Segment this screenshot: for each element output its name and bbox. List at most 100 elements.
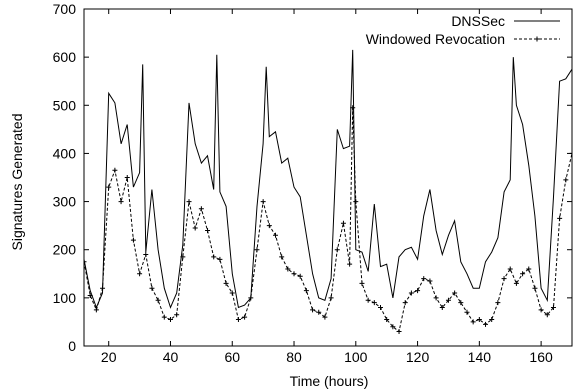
- data-point-marker: [205, 227, 211, 233]
- data-point-marker: [563, 177, 569, 183]
- data-point-marker: [106, 184, 112, 190]
- data-point-marker: [390, 324, 396, 330]
- x-tick-label: 160: [529, 349, 553, 365]
- data-point-marker: [87, 292, 93, 298]
- data-point-marker: [124, 175, 130, 180]
- x-tick-label: 40: [163, 349, 179, 365]
- data-point-marker: [476, 317, 482, 323]
- data-point-marker: [458, 300, 464, 306]
- x-tick-label: 60: [224, 349, 240, 365]
- plot-border: [83, 8, 573, 347]
- data-point-marker: [359, 280, 365, 286]
- y-tick-label: 400: [53, 145, 77, 161]
- data-point-marker: [272, 232, 278, 238]
- plot-area-frame: [83, 8, 573, 347]
- data-point-marker: [544, 312, 550, 318]
- data-point-marker: [347, 261, 353, 267]
- data-point-marker: [297, 273, 303, 279]
- legend: DNSSec Windowed Revocation: [366, 13, 560, 47]
- data-point-marker: [167, 317, 173, 323]
- data-point-marker: [328, 295, 334, 301]
- data-point-marker: [526, 266, 532, 272]
- data-point-marker: [84, 259, 87, 265]
- data-point-marker: [186, 199, 192, 205]
- series-dnssec: [84, 49, 572, 309]
- legend-label: Windowed Revocation: [366, 31, 505, 47]
- legend-label: DNSSec: [451, 13, 505, 29]
- data-point-marker: [557, 215, 563, 221]
- y-tick-label: 700: [53, 1, 77, 17]
- data-point-marker: [180, 254, 186, 260]
- data-point-marker: [291, 271, 297, 277]
- data-point-marker: [217, 256, 223, 262]
- series-windowed-revocation: [84, 105, 572, 335]
- data-point-marker: [248, 295, 254, 301]
- data-point-marker: [242, 314, 248, 320]
- data-point-marker: [520, 271, 526, 277]
- data-point-marker: [489, 317, 495, 323]
- data-point-marker: [384, 317, 390, 323]
- data-point-marker: [501, 276, 507, 282]
- data-point-marker: [532, 285, 538, 291]
- data-point-marker: [143, 252, 149, 258]
- data-point-marker: [155, 297, 161, 303]
- data-point-marker: [408, 290, 414, 296]
- x-axis-label: Time (hours): [290, 373, 369, 389]
- x-tick-label: 100: [344, 349, 368, 365]
- x-axis-ticks: 20 40 60 80 100 120 140 160: [101, 9, 553, 365]
- data-point-marker: [550, 304, 556, 310]
- x-tick-label: 20: [101, 349, 117, 365]
- data-point-marker: [303, 288, 309, 294]
- data-point-marker: [161, 314, 167, 320]
- data-point-marker: [439, 304, 445, 310]
- series-line: [84, 49, 572, 309]
- y-tick-label: 100: [53, 290, 77, 306]
- data-point-marker: [334, 247, 340, 253]
- data-point-marker: [112, 167, 118, 173]
- data-point-marker: [507, 266, 513, 272]
- data-point-marker: [260, 199, 266, 205]
- series-layer: [84, 49, 572, 335]
- data-point-marker: [192, 225, 198, 231]
- data-point-marker: [483, 321, 489, 327]
- data-point-marker: [470, 319, 476, 325]
- data-point-marker: [402, 300, 408, 306]
- y-tick-label: 0: [68, 338, 76, 354]
- data-point-marker: [371, 300, 377, 306]
- data-point-marker: [130, 237, 136, 243]
- data-point-marker: [464, 309, 470, 315]
- x-tick-label: 120: [406, 349, 430, 365]
- data-point-marker: [310, 307, 316, 313]
- data-point-marker: [350, 105, 356, 111]
- data-point-marker: [137, 271, 143, 277]
- data-point-marker: [211, 254, 217, 260]
- data-point-marker: [118, 199, 124, 205]
- data-point-marker: [279, 254, 285, 260]
- y-axis-ticks: 0 100 200 300 400 500 600 700: [53, 1, 572, 354]
- data-point-marker: [353, 199, 359, 205]
- data-point-marker: [538, 307, 544, 313]
- data-point-marker: [174, 312, 180, 318]
- data-point-marker: [198, 206, 204, 212]
- data-point-marker: [378, 304, 384, 310]
- y-axis-label: Signatures Generated: [9, 114, 25, 251]
- data-point-marker: [93, 307, 99, 313]
- data-point-marker: [445, 297, 451, 303]
- data-point-marker: [421, 276, 427, 282]
- series-line: [84, 107, 572, 333]
- data-point-marker: [433, 295, 439, 301]
- x-tick-label: 80: [286, 349, 302, 365]
- data-point-marker: [149, 285, 155, 291]
- data-point-marker: [427, 278, 433, 284]
- data-point-marker: [396, 329, 402, 335]
- data-point-marker: [254, 247, 260, 253]
- data-point-marker: [223, 280, 229, 286]
- data-point-marker: [316, 309, 322, 315]
- y-tick-label: 500: [53, 97, 77, 113]
- data-point-marker: [235, 317, 241, 323]
- data-point-marker: [340, 220, 346, 226]
- data-point-marker: [285, 266, 291, 272]
- data-point-marker: [266, 223, 272, 229]
- y-tick-label: 600: [53, 49, 77, 65]
- data-point-marker: [322, 314, 328, 320]
